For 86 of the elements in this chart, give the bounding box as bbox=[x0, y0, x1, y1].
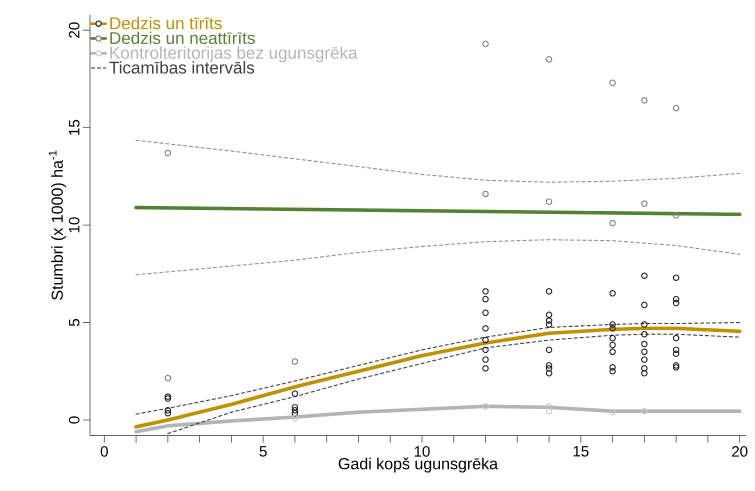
point bbox=[641, 348, 648, 356]
point bbox=[482, 310, 489, 316]
x-tick-label: 15 bbox=[574, 446, 589, 457]
point bbox=[609, 220, 616, 226]
legend-label: Dedzis un neattīrīts bbox=[110, 32, 255, 44]
point bbox=[164, 406, 172, 414]
legend-label: Dedzis un tīrīts bbox=[110, 16, 222, 30]
point bbox=[609, 290, 616, 297]
point bbox=[292, 358, 298, 365]
y-tick-label: 20 bbox=[68, 22, 80, 38]
point bbox=[609, 321, 616, 328]
point bbox=[482, 403, 489, 410]
point bbox=[546, 370, 552, 376]
point bbox=[482, 190, 489, 198]
point bbox=[546, 56, 552, 63]
point bbox=[609, 368, 616, 375]
point bbox=[546, 365, 552, 372]
point bbox=[292, 410, 298, 416]
point bbox=[641, 356, 648, 363]
point bbox=[672, 350, 680, 357]
legend-label: Ticamības intervāls bbox=[109, 61, 254, 74]
point bbox=[546, 362, 552, 369]
point bbox=[482, 336, 489, 344]
point bbox=[546, 311, 552, 318]
point bbox=[641, 330, 648, 338]
point bbox=[164, 393, 172, 400]
y-tick-label: 0 bbox=[68, 416, 80, 424]
point bbox=[164, 395, 172, 402]
point bbox=[546, 403, 552, 410]
point bbox=[482, 365, 489, 372]
point bbox=[546, 317, 552, 324]
point bbox=[164, 410, 172, 416]
point bbox=[482, 325, 489, 332]
point bbox=[641, 272, 648, 280]
point bbox=[609, 325, 616, 332]
legend-label: Kontrolteritorijas bez ugunsgrēka bbox=[110, 46, 358, 62]
y-tick-label: 15 bbox=[69, 120, 80, 135]
point bbox=[672, 212, 680, 219]
point bbox=[641, 302, 648, 308]
point bbox=[164, 374, 172, 382]
point bbox=[672, 362, 680, 369]
point bbox=[292, 406, 298, 414]
point bbox=[482, 356, 489, 363]
point bbox=[609, 408, 616, 416]
x-tick-label: 10 bbox=[414, 446, 430, 457]
point bbox=[641, 340, 648, 348]
point bbox=[546, 198, 552, 205]
point bbox=[546, 408, 552, 414]
point bbox=[546, 346, 552, 354]
point bbox=[609, 364, 616, 371]
x-tick-label: 5 bbox=[260, 446, 267, 457]
y-tick-label: 5 bbox=[69, 318, 80, 326]
x-tick-label: 0 bbox=[100, 446, 108, 457]
point bbox=[672, 364, 680, 371]
point bbox=[672, 346, 680, 354]
point bbox=[482, 296, 489, 302]
point bbox=[672, 104, 680, 112]
point bbox=[641, 365, 648, 372]
point bbox=[609, 80, 616, 86]
point bbox=[641, 200, 648, 207]
point bbox=[641, 321, 648, 328]
point bbox=[482, 346, 489, 354]
point bbox=[164, 150, 172, 156]
point bbox=[609, 348, 616, 356]
point bbox=[672, 334, 680, 342]
point bbox=[672, 296, 680, 302]
y-tick-label: 10 bbox=[68, 217, 80, 232]
y-axis-title: Stumbri (x 1000) ha$^{-1}$ bbox=[48, 150, 66, 300]
point bbox=[641, 408, 648, 414]
point bbox=[292, 390, 298, 397]
line-series bbox=[136, 239, 740, 276]
point bbox=[609, 334, 616, 342]
point bbox=[672, 300, 680, 306]
point bbox=[609, 342, 616, 348]
point bbox=[482, 40, 489, 48]
point bbox=[546, 288, 552, 295]
point bbox=[292, 414, 298, 422]
line-series bbox=[136, 140, 740, 183]
point bbox=[641, 370, 648, 376]
x-axis-title: Gadi kopš ugunsgrēka bbox=[338, 458, 498, 473]
point bbox=[482, 288, 489, 295]
point bbox=[641, 97, 648, 104]
point bbox=[546, 321, 552, 328]
x-tick-label: 20 bbox=[732, 446, 748, 457]
point bbox=[292, 404, 298, 411]
point bbox=[672, 274, 680, 281]
